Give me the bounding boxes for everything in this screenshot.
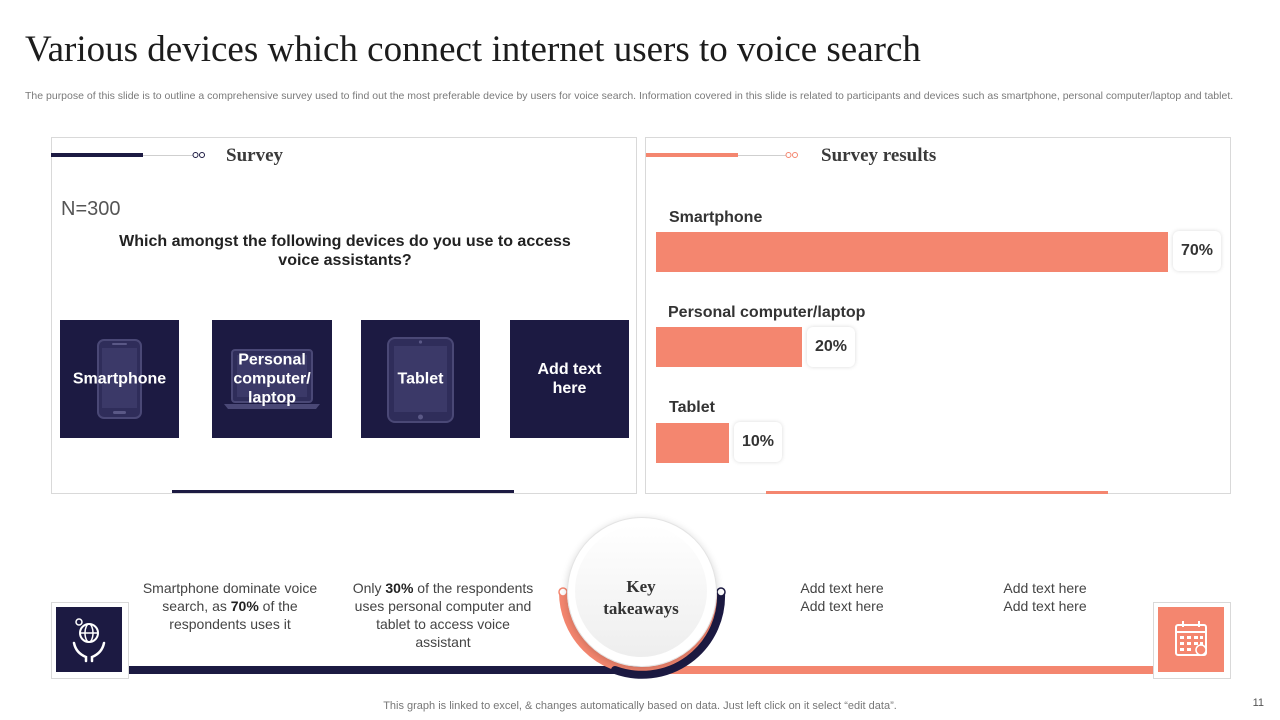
takeaways-ring <box>558 587 726 679</box>
takeaway-1-highlight: 70% <box>230 598 259 614</box>
calendar-icon <box>1175 621 1207 656</box>
survey-heading-accent <box>51 153 143 157</box>
takeaway-2: Only 30% of the respondents uses persona… <box>348 579 538 651</box>
bar-label: Tablet <box>669 399 715 416</box>
device-label: Personal computer/ laptop <box>233 351 311 407</box>
takeaway-2-highlight: 30% <box>385 580 414 596</box>
takeaway-1-text-a: Smartphone dominate voice search, as <box>142 580 318 614</box>
survey-question: Which amongst the following devices do y… <box>119 233 571 269</box>
device-tile-placeholder: Add text here <box>510 320 629 438</box>
takeaways-title-line2: takeaways <box>603 599 679 618</box>
takeaway-1: Smartphone dominate voice search, as 70%… <box>135 579 325 633</box>
results-heading: Survey results <box>821 145 937 166</box>
device-label: Smartphone <box>72 370 167 388</box>
takeaway-3-line1: Add text here <box>800 580 884 596</box>
takeaway-2-text-b: of the respondents uses personal compute… <box>354 580 534 650</box>
takeaways-title-line1: Key <box>626 577 656 596</box>
device-tile-tablet: Tablet <box>361 320 480 438</box>
bar-label: Personal computer/laptop <box>668 304 866 321</box>
right-icon-tile <box>1158 607 1224 672</box>
bar-value-label: 70% <box>1173 231 1222 271</box>
takeaways-coral-line <box>640 666 1158 674</box>
results-heading-line <box>738 155 786 156</box>
takeaways-navy-line <box>122 666 642 674</box>
takeaway-4: Add text here Add text here <box>965 579 1125 615</box>
takeaways-title: Key takeaways <box>575 576 707 620</box>
takeaway-4-line2: Add text here <box>1003 598 1087 614</box>
page-number: 11 <box>1252 697 1264 709</box>
takeaway-3-line2: Add text here <box>800 598 884 614</box>
survey-panel-bottom-bar <box>172 490 514 493</box>
takeaways-inner-circle <box>575 525 707 657</box>
slide-description: The purpose of this slide is to outline … <box>25 90 1234 102</box>
takeaway-2-text-a: Only <box>352 580 386 596</box>
survey-heading-dots-icon <box>192 152 205 158</box>
left-icon-tile <box>56 607 122 672</box>
bar-value-label: 20% <box>807 327 856 367</box>
survey-panel <box>51 137 637 494</box>
bar-value-label: 10% <box>734 422 783 462</box>
tablet-icon <box>387 337 454 423</box>
bar-smartphone <box>656 232 1168 272</box>
smartphone-icon <box>97 339 142 419</box>
slide-footer-note: This graph is linked to excel, & changes… <box>383 700 897 712</box>
bar-tablet <box>656 423 729 463</box>
device-tile-laptop: Personal computer/ laptop <box>212 320 332 438</box>
survey-heading: Survey <box>226 145 283 166</box>
takeaway-1-text-b: of the respondents uses it <box>169 598 298 632</box>
bar-label: Smartphone <box>669 209 763 226</box>
takeaway-3: Add text here Add text here <box>762 579 922 615</box>
device-label: Add text here <box>537 361 602 397</box>
results-panel-bottom-bar <box>766 491 1108 494</box>
device-label: Tablet <box>397 370 444 388</box>
results-heading-dots-icon <box>785 152 798 158</box>
results-heading-accent <box>646 153 738 157</box>
bar-personal-computer-laptop <box>656 327 802 367</box>
laptop-icon <box>224 349 320 409</box>
slide-title: Various devices which connect internet u… <box>25 29 921 70</box>
takeaway-4-line1: Add text here <box>1003 580 1087 596</box>
device-tile-smartphone: Smartphone <box>60 320 179 438</box>
sample-size-label: N=300 <box>61 198 121 220</box>
globe-in-hands-icon <box>72 618 106 663</box>
survey-heading-line <box>143 155 193 156</box>
